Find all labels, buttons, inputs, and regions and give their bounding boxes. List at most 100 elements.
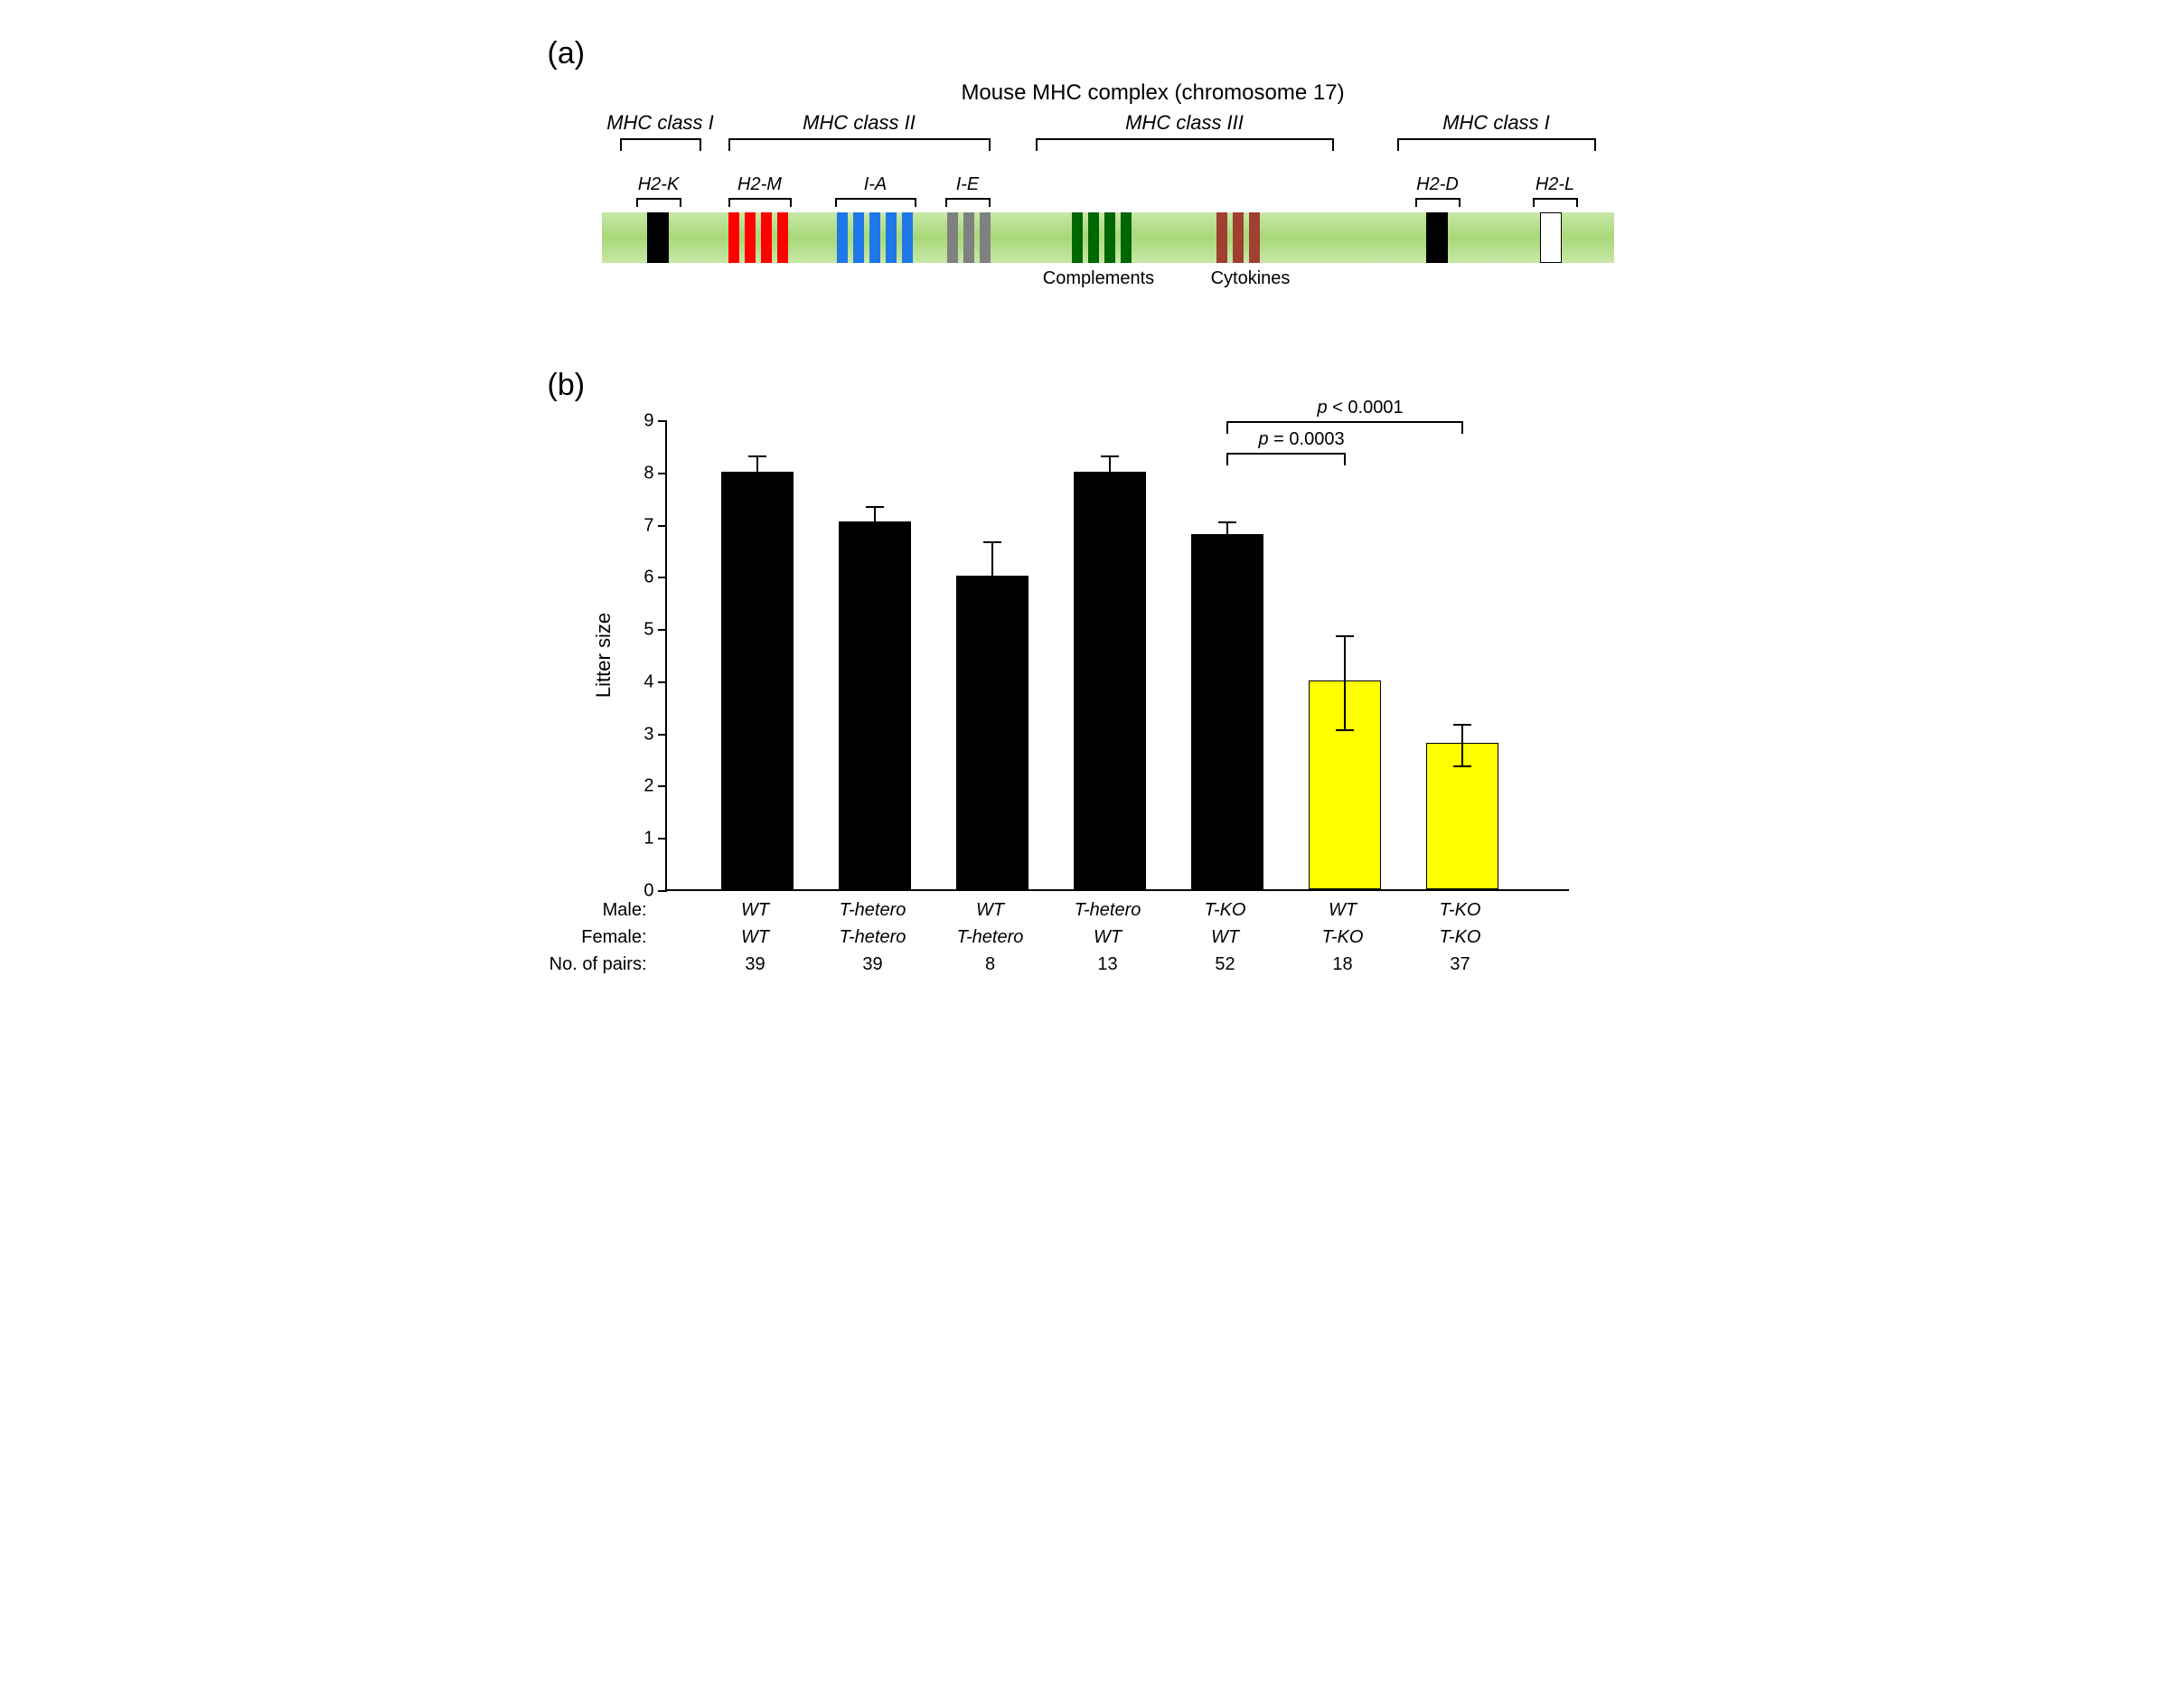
bottom-label: Complements <box>1043 268 1154 289</box>
significance-label: p = 0.0003 <box>1259 429 1345 450</box>
y-tick <box>658 734 667 736</box>
y-axis-label: Litter size <box>592 613 615 698</box>
error-cap <box>1453 724 1471 726</box>
error-bar <box>1461 724 1463 765</box>
region-bracket <box>620 138 701 151</box>
bottom-labels: ComplementsCytokines <box>602 268 1632 296</box>
y-tick <box>658 681 667 683</box>
gene-block <box>837 212 848 263</box>
x-cell: WT <box>741 927 769 948</box>
error-cap <box>748 455 766 457</box>
gene-block <box>1216 212 1227 263</box>
gene-block <box>777 212 788 263</box>
panel-a: (a) Mouse MHC complex (chromosome 17) MH… <box>548 36 1632 296</box>
x-row-label: Female: <box>581 927 646 948</box>
x-cell: 39 <box>745 954 765 975</box>
gene-block <box>980 212 991 263</box>
gene-block <box>1540 212 1562 263</box>
significance-bracket <box>1344 453 1346 465</box>
error-bar <box>874 506 876 522</box>
gene-block <box>853 212 864 263</box>
y-tick <box>658 838 667 840</box>
y-tick-label: 4 <box>643 671 653 692</box>
sublabel-bracket <box>1533 198 1578 207</box>
panel-a-label: (a) <box>548 36 586 71</box>
error-cap <box>983 541 1001 543</box>
x-cell: T-KO <box>1440 927 1481 948</box>
significance-bracket <box>1226 421 1228 434</box>
x-cell: 18 <box>1332 954 1352 975</box>
x-row-label: No. of pairs: <box>549 954 647 975</box>
x-cell: 52 <box>1215 954 1235 975</box>
gene-block <box>1072 212 1083 263</box>
gene-block <box>902 212 913 263</box>
x-cell: T-KO <box>1205 900 1246 921</box>
bar <box>1074 472 1146 889</box>
error-cap <box>1101 455 1119 457</box>
error-bar <box>1344 635 1346 729</box>
y-tick-label: 7 <box>643 515 653 536</box>
error-bar <box>1226 521 1228 536</box>
sublabel: H2-M <box>737 174 782 195</box>
significance-label: p < 0.0001 <box>1318 398 1404 418</box>
significance-bracket <box>1226 453 1228 465</box>
region-bracket <box>1397 138 1596 151</box>
x-cell: 37 <box>1450 954 1470 975</box>
region-bracket <box>1036 138 1334 151</box>
gene-block <box>728 212 739 263</box>
error-bar <box>991 541 993 577</box>
sublabel: H2-L <box>1536 174 1574 195</box>
y-tick <box>658 525 667 527</box>
y-tick-label: 2 <box>643 776 653 797</box>
gene-block <box>1233 212 1244 263</box>
bar <box>839 521 911 889</box>
gene-block <box>1088 212 1099 263</box>
error-bar <box>756 455 758 474</box>
panel-b: (b) Litter size 0123456789p = 0.0003p < … <box>548 368 1632 981</box>
x-cell: 39 <box>862 954 882 975</box>
bar <box>721 472 794 889</box>
sublabel-bracket <box>636 198 681 207</box>
x-cell: T-KO <box>1440 900 1481 921</box>
y-tick-label: 9 <box>643 411 653 432</box>
y-tick-label: 0 <box>643 881 653 902</box>
x-row: No. of pairs:3939813521837 <box>665 954 1569 981</box>
gene-block <box>1249 212 1260 263</box>
error-cap <box>866 506 884 508</box>
y-tick-label: 5 <box>643 620 653 641</box>
error-cap <box>1453 765 1471 767</box>
bar-chart: Litter size 0123456789p = 0.0003p < 0.00… <box>665 421 1569 981</box>
gene-block <box>1121 212 1132 263</box>
x-cell: T-KO <box>1322 927 1364 948</box>
gene-block <box>947 212 958 263</box>
region-label: MHC class I <box>1442 111 1550 135</box>
panel-a-title: Mouse MHC complex (chromosome 17) <box>674 80 1632 106</box>
gene-block <box>886 212 897 263</box>
region-label: MHC class III <box>1125 111 1244 135</box>
region-bracket <box>728 138 991 151</box>
bar <box>1191 534 1263 889</box>
y-tick <box>658 420 667 422</box>
y-tick-label: 1 <box>643 829 653 849</box>
gene-block <box>647 212 669 263</box>
x-cell: T-hetero <box>840 900 906 921</box>
y-tick-label: 6 <box>643 568 653 588</box>
sublabel-bracket <box>1415 198 1460 207</box>
x-cell: 8 <box>985 954 995 975</box>
sublabel: H2-D <box>1416 174 1459 195</box>
sublabel: H2-K <box>638 174 680 195</box>
error-cap <box>1336 635 1354 637</box>
gene-block <box>761 212 772 263</box>
gene-block <box>1426 212 1448 263</box>
region-label: MHC class II <box>803 111 916 135</box>
y-tick-label: 3 <box>643 724 653 745</box>
gene-block <box>745 212 756 263</box>
sublabel-bracket <box>945 198 991 207</box>
x-cell: WT <box>976 900 1004 921</box>
panel-b-label: (b) <box>548 368 1632 403</box>
x-cell: WT <box>1094 927 1122 948</box>
x-row-label: Male: <box>603 900 647 921</box>
region-label: MHC class I <box>606 111 714 135</box>
error-bar <box>1109 455 1111 474</box>
x-cell: T-hetero <box>840 927 906 948</box>
